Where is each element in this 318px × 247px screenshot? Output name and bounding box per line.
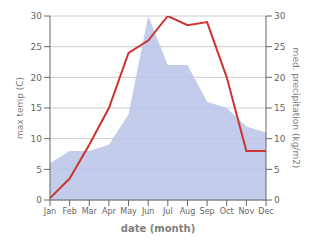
svg-text:20: 20 xyxy=(31,73,43,83)
svg-text:date (month): date (month) xyxy=(121,223,195,234)
svg-text:15: 15 xyxy=(274,103,285,113)
svg-text:Jan: Jan xyxy=(43,207,56,216)
svg-text:10: 10 xyxy=(31,134,43,144)
svg-text:med. precipitation (kg/m2): med. precipitation (kg/m2) xyxy=(291,48,301,169)
svg-text:May: May xyxy=(120,207,137,216)
svg-text:30: 30 xyxy=(274,11,286,21)
svg-text:25: 25 xyxy=(274,42,285,52)
svg-text:5: 5 xyxy=(36,165,42,175)
svg-text:Aug: Aug xyxy=(180,207,196,216)
svg-text:Mar: Mar xyxy=(82,207,98,216)
svg-text:20: 20 xyxy=(274,73,286,83)
svg-text:15: 15 xyxy=(31,103,42,113)
svg-text:Apr: Apr xyxy=(102,207,117,216)
svg-text:0: 0 xyxy=(274,195,280,205)
svg-text:5: 5 xyxy=(274,165,280,175)
svg-text:Sep: Sep xyxy=(200,207,215,216)
svg-text:Oct: Oct xyxy=(220,207,234,216)
svg-text:0: 0 xyxy=(36,195,42,205)
svg-text:Dec: Dec xyxy=(258,207,273,216)
svg-text:max temp (C): max temp (C) xyxy=(15,77,25,139)
svg-text:25: 25 xyxy=(31,42,42,52)
svg-text:30: 30 xyxy=(31,11,43,21)
svg-text:Jun: Jun xyxy=(141,207,155,216)
svg-text:Jul: Jul xyxy=(162,207,173,216)
svg-text:10: 10 xyxy=(274,134,286,144)
svg-text:Nov: Nov xyxy=(239,207,255,216)
svg-text:Feb: Feb xyxy=(63,207,77,216)
